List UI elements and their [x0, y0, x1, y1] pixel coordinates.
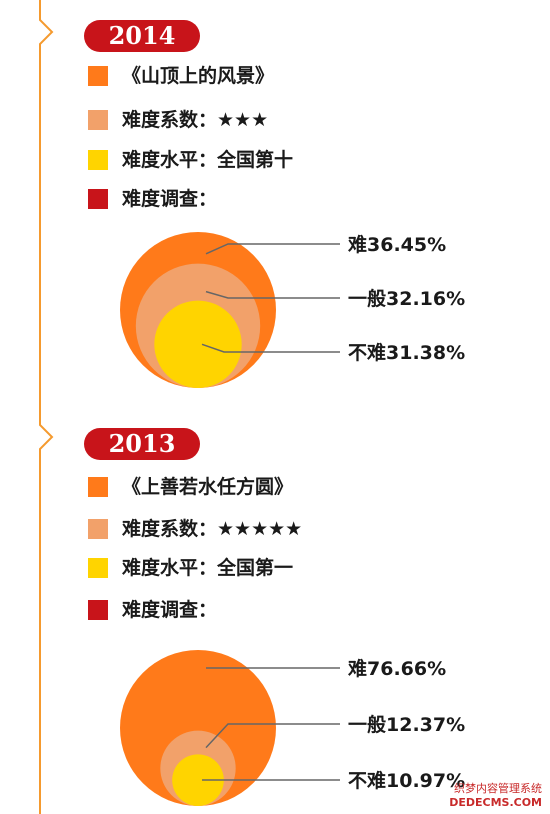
bubble-easy	[172, 754, 224, 806]
bubble-chart-2014: 难36.45% 一般32.16% 不难31.38%	[120, 232, 465, 388]
data-label-medium: 一般32.16%	[348, 287, 465, 310]
watermark: 织梦内容管理系统 DEDECMS.COM	[449, 782, 542, 810]
legend-swatch	[88, 66, 108, 86]
year-badge: 2013	[84, 428, 200, 460]
leader-line-medium	[205, 290, 340, 299]
data-label-hard: 难36.45%	[347, 233, 446, 256]
legend-text: 《山顶上的风景》	[122, 65, 275, 87]
legend-text: 难度系数：★★★	[122, 109, 269, 131]
leader-line-easy	[201, 343, 340, 353]
bubble-easy	[154, 300, 242, 388]
legend-text: 难度调查：	[122, 599, 218, 621]
watermark-line1: 织梦内容管理系统	[454, 782, 542, 795]
legend-swatch	[88, 150, 108, 170]
bubble-hard	[120, 650, 276, 806]
data-label-medium: 一般12.37%	[348, 713, 465, 736]
year-badge: 2014	[84, 20, 200, 52]
legend-text: 难度系数：★★★★★	[122, 518, 303, 540]
timeline-line	[39, 0, 54, 814]
legend-swatch	[88, 189, 108, 209]
legend-text: 难度水平：全国第一	[122, 557, 294, 579]
legend-swatch	[88, 519, 108, 539]
data-label-hard: 难76.66%	[347, 657, 446, 680]
bubble-chart-2013: 难76.66% 一般12.37% 不难10.97%	[120, 650, 465, 806]
data-label-easy: 不难31.38%	[348, 341, 465, 364]
legend-text: 难度调查：	[122, 188, 218, 210]
watermark-line2: DEDECMS.COM	[449, 796, 542, 809]
leader-line-hard	[205, 243, 340, 255]
data-label-easy: 不难10.97%	[348, 769, 465, 792]
legend-text: 《上善若水任方圆》	[122, 476, 294, 498]
leader-line-medium	[205, 723, 340, 749]
legend-swatch	[88, 110, 108, 130]
legend-swatch	[88, 477, 108, 497]
legend-text: 难度水平：全国第十	[122, 149, 294, 171]
legend-swatch	[88, 600, 108, 620]
legend-swatch	[88, 558, 108, 578]
